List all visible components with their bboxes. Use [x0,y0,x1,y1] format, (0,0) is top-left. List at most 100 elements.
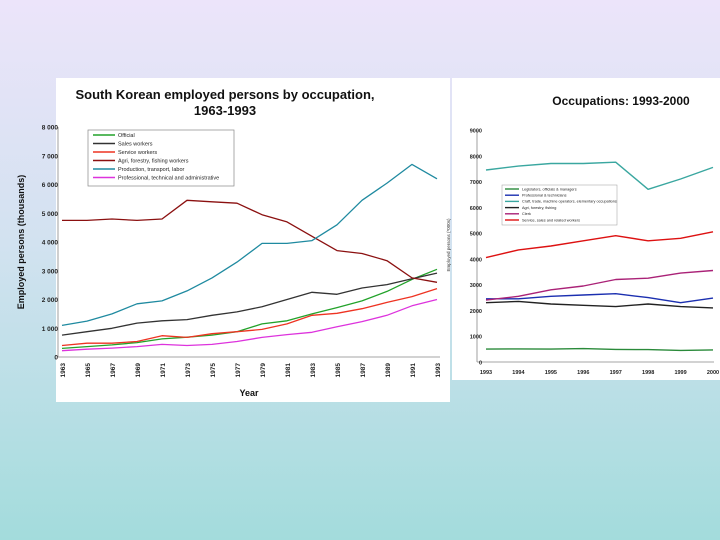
series-line-legislators-officials-managers [485,347,714,352]
legend-item-craft-trade-machine-operators-elementary-occupations: Craft, trade, machine operators, element… [505,200,617,204]
x-tick-label: 1985 [335,363,342,378]
chart-area [56,78,450,402]
legend-item-professional-technicians: Professional & technicians [505,194,567,198]
legend-box-right [501,184,618,226]
chart-title-line-1: South Korean employed persons by occupat… [75,87,374,102]
y-tick-label: 1 000 [42,326,59,333]
series-line-professional-technicians [486,293,714,304]
legend-label: Official [118,133,135,139]
chart-occupations-1993-2000: Occupations: 1993-2000 Employed persons … [446,78,720,380]
x-tick-label: 1979 [260,363,267,378]
legend: Official Sales workers Service workers Agri… [93,133,219,181]
x-tick-label: 1971 [160,363,167,378]
chart-employment-1963-1993: South Korean employed persons by occupat… [16,78,450,402]
legend-item-service-workers: Service workers [93,150,157,156]
legend-label: Legislators, officials & managers [522,187,577,191]
legend-item-agri-forestry-fishing-workers: Agri, forestry, fishing workers [93,158,189,164]
y-tick-label: 2000 [470,309,482,315]
x-tick-label: 1987 [360,363,367,378]
y-tick-label: 0 [479,361,482,367]
legend-item-production-transport-labor: Production, transport, labor [93,167,185,173]
legend-item-legislators-officials-managers: Legislators, officials & managers [505,187,577,191]
x-axis-label: Year [239,388,259,398]
x-tick-label: 1998 [642,370,654,376]
legend-label: Production, transport, labor [118,167,185,173]
y-tick-label: 7000 [470,180,482,186]
x-tick-label: 1989 [385,363,392,378]
legend-item-agri-forestry-fishing: Agri, forestry, fishing [505,206,556,210]
series-line-agri-forestry-fishing [485,300,714,309]
legend-item-service-sales-and-related-workers: Service, sales and related workers [505,218,580,222]
legend-item-clerk: Clerk [505,212,531,216]
x-tick-label: 1994 [512,370,525,376]
chart-title-line-2: 1963-1993 [194,103,256,118]
legend-item-sales-workers: Sales workers [93,141,153,147]
x-tick-label: 1993 [480,370,492,376]
x-tick-labels-right: 1993 1994 1995 1996 1997 1998 1999 2000 [480,370,719,376]
legend-label: Agri, forestry, fishing [522,206,556,210]
y-tick-label: 3 000 [42,268,59,275]
y-tick-label: 4000 [470,257,482,263]
chart-area-right [452,78,720,380]
series-line-service-workers [61,287,438,347]
x-tick-label: 1996 [577,370,589,376]
x-tick-label: 1973 [185,363,192,378]
x-tick-label: 1965 [85,363,92,378]
series-lines [61,163,438,352]
x-tick-label: 1981 [285,363,292,378]
y-tick-label: 3000 [470,283,482,289]
y-tick-label: 5000 [470,232,482,238]
series-line-service-sales-and-related-workers [485,231,714,259]
x-tick-label: 2000 [707,370,719,376]
legend-label: Professional & technicians [522,194,567,198]
series-line-professional-technical-and-administrative [61,298,438,352]
y-tick-label: 6 000 [42,182,59,189]
legend-label: Agri, forestry, fishing workers [118,158,189,164]
x-tick-label: 1997 [610,370,622,376]
y-axis-label-right: Employed persons (*000s) [446,218,451,272]
legend-label: Service workers [118,150,157,156]
y-tick-label: 4 000 [42,240,59,247]
y-tick-labels: 0 1 000 2 000 3 000 4 000 5 000 6 000 7 000 8 00… [42,125,59,362]
series-line-craft-trade-machine-operators-elementary-occupations [485,161,714,191]
y-tick-label: 1000 [470,335,482,341]
y-tick-label: 2 000 [42,297,59,304]
y-axis-label: Employed persons (thousands) [16,175,26,310]
y-tick-label: 0 [54,355,58,362]
series-line-production-transport-labor [61,163,438,327]
x-tick-label: 1991 [410,363,417,378]
y-tick-label: 6000 [470,206,482,212]
legend-item-official: Official [93,133,135,139]
x-tick-label: 1975 [210,363,217,378]
series-line-clerk [485,269,714,301]
y-tick-labels-right: 0 1000 2000 3000 4000 5000 6000 7000 8000 9000 [470,129,482,367]
series-line-agri-forestry-fishing-workers [62,199,438,283]
series-line-official [61,268,438,350]
legend-label: Craft, trade, machine operators, element… [522,200,617,204]
legend-item-professional-technical-and-administrative: Professional, technical and administrati… [93,175,219,181]
x-tick-label: 1999 [674,370,686,376]
legend-label: Service, sales and related workers [522,218,580,222]
y-tick-label: 9000 [470,129,482,135]
x-tick-label: 1995 [545,370,557,376]
x-tick-labels: 1963 1965 1967 1969 1971 1973 1975 1977 1979 1981… [60,363,442,378]
legend-box [87,129,235,187]
x-tick-label: 1983 [310,363,317,378]
chart-title-right: Occupations: 1993-2000 [552,94,690,108]
legend-label: Sales workers [118,141,153,147]
series-line-sales-workers [61,272,438,336]
y-tick-label: 8000 [470,154,482,160]
legend-label: Clerk [522,212,531,216]
x-tick-label: 1963 [60,363,67,378]
series-lines-right [485,161,714,352]
y-tick-label: 5 000 [42,211,59,218]
x-tick-label: 1967 [110,363,117,378]
x-tick-label: 1969 [135,363,142,378]
x-tick-label: 1993 [435,363,442,378]
legend-label: Professional, technical and administrati… [118,175,219,181]
legend-right: Legislators, officials & managers Profess… [505,187,617,222]
x-tick-label: 1977 [235,363,242,378]
y-tick-label: 7 000 [42,153,59,160]
y-tick-label: 8 000 [42,125,59,132]
